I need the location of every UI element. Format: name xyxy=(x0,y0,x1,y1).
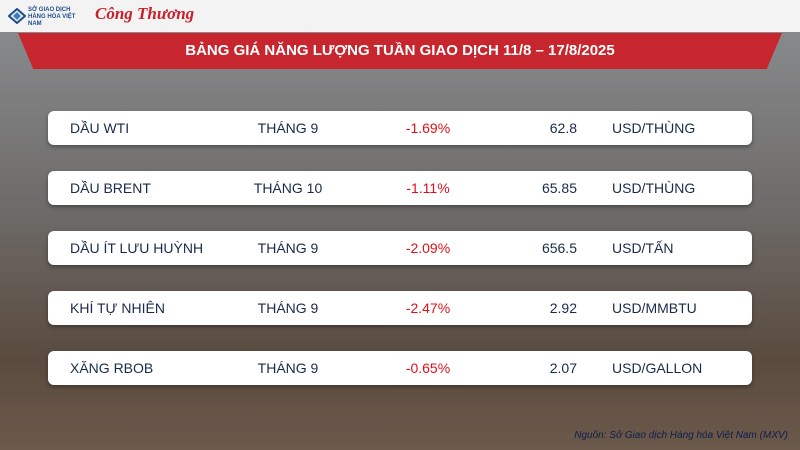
commodity: KHÍ TỰ NHIÊN xyxy=(70,300,165,316)
title: BẢNG GIÁ NĂNG LƯỢNG TUẦN GIAO DỊCH 11/8 … xyxy=(185,42,615,59)
change: -2.47% xyxy=(405,300,451,316)
change: -1.69% xyxy=(405,120,451,136)
price: 656.5 xyxy=(541,240,577,256)
logo-newspaper: Công Thương xyxy=(95,4,195,23)
unit: USD/MMBTU xyxy=(612,300,697,316)
commodity: DẦU BRENT xyxy=(70,180,151,196)
commodity: DẦU ÍT LƯU HUỲNH xyxy=(70,240,204,256)
table-row: DẦU WTI THÁNG 9 -1.69% 62.8 USD/THÙNG xyxy=(48,111,752,145)
table-row: DẦU BRENT THÁNG 10 -1.11% 65.85 USD/THÙNG xyxy=(48,171,752,205)
commodity: XĂNG RBOB xyxy=(70,360,154,376)
price: 2.92 xyxy=(549,300,577,316)
table-row: DẦU ÍT LƯU HUỲNH THÁNG 9 -2.09% 656.5 USD/TẤ… xyxy=(48,231,752,265)
contract-month: THÁNG 10 xyxy=(253,180,323,196)
logo-exchange: SỞ GIAO DỊCH HÀNG HÓA VIỆT NAM xyxy=(28,7,76,27)
unit: USD/THÙNG xyxy=(612,120,696,136)
contract-month: THÁNG 9 xyxy=(257,240,319,256)
price: 2.07 xyxy=(549,360,577,376)
contract-month: THÁNG 9 xyxy=(257,360,319,376)
change: -2.09% xyxy=(405,240,451,256)
commodity: DẦU WTI xyxy=(70,120,130,136)
price: 62.8 xyxy=(549,120,577,136)
unit: USD/THÙNG xyxy=(612,180,696,196)
logo-mark xyxy=(8,8,26,24)
unit: USD/GALLON xyxy=(612,360,703,376)
title-band xyxy=(18,33,782,69)
contract-month: THÁNG 9 xyxy=(257,300,319,316)
change: -0.65% xyxy=(405,360,451,376)
change: -1.11% xyxy=(406,180,450,196)
top-bar: SỞ GIAO DỊCH HÀNG HÓA VIỆT NAM Công Thươ… xyxy=(0,0,800,32)
source: Nguồn: Sở Giao dịch Hàng hóa Việt Nam (M… xyxy=(574,430,788,441)
contract-month: THÁNG 9 xyxy=(257,120,319,136)
table-row: XĂNG RBOB THÁNG 9 -0.65% 2.07 USD/GALLON xyxy=(48,351,752,385)
price: 65.85 xyxy=(541,180,577,196)
unit: USD/TẤN xyxy=(612,240,674,256)
table-row: KHÍ TỰ NHIÊN THÁNG 9 -2.47% 2.92 USD/MMBTU xyxy=(48,291,752,325)
